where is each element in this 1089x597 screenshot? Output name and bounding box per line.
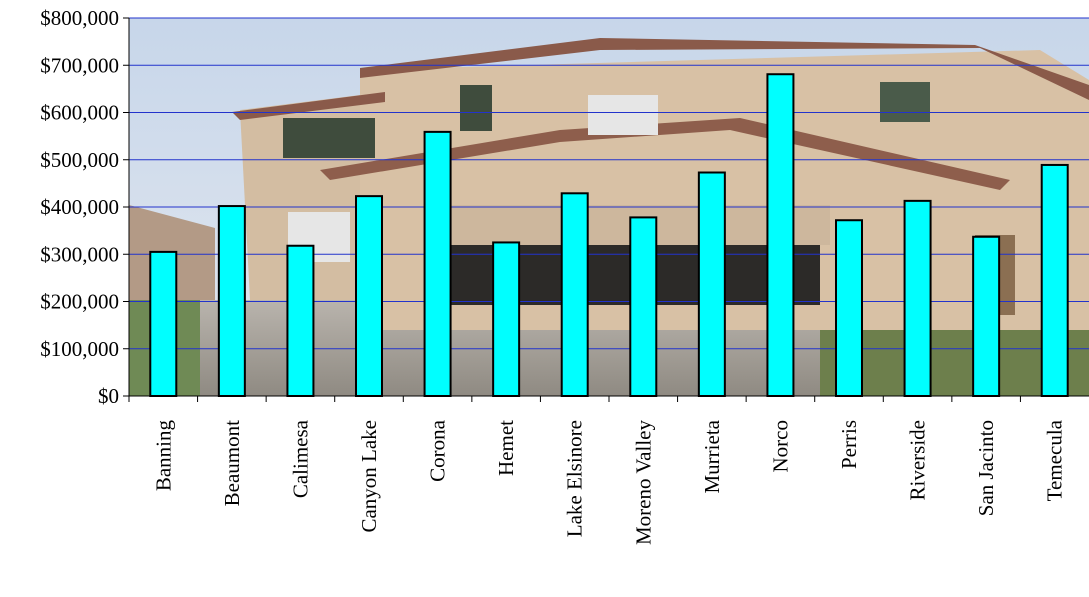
photo-main-roof — [360, 38, 1089, 100]
bar-canyon-lake — [355, 195, 383, 397]
y-tick-label: $300,000 — [40, 242, 119, 266]
x-tick-label: Lake Elsinore — [563, 420, 587, 537]
x-tick-label: Riverside — [906, 420, 930, 500]
photo-window-1 — [283, 118, 375, 158]
y-tick-label: $700,000 — [40, 53, 119, 77]
x-tick-label: Murrieta — [700, 419, 724, 493]
x-tick-label: Banning — [151, 420, 175, 492]
photo-window-3 — [588, 95, 658, 135]
bar-banning — [149, 250, 178, 397]
bar-norco — [766, 73, 795, 397]
x-tick-label: Corona — [426, 419, 450, 482]
y-tick-label: $100,000 — [40, 337, 119, 361]
bar-moreno-valley — [629, 216, 658, 397]
y-tick-label: $500,000 — [40, 148, 119, 172]
bar-hemet — [492, 241, 521, 397]
x-tick-label: Perris — [837, 420, 861, 469]
x-tick-label: Canyon Lake — [357, 420, 381, 533]
y-tick-labels: $0 $100,000 $200,000 $300,000 $400,000 $500,0… — [40, 6, 119, 408]
y-tick-label: $200,000 — [40, 290, 119, 314]
photo-window-4 — [880, 82, 930, 122]
x-tick-label: Hemet — [494, 420, 518, 476]
photo-window-2 — [460, 85, 492, 131]
photo-garage-roof — [320, 118, 1010, 190]
bar-calimesa — [286, 244, 315, 397]
bar-corona — [423, 130, 452, 397]
y-tick-label: $0 — [98, 384, 119, 408]
bar-temecula — [1040, 163, 1069, 397]
bar-lake-elsinore — [560, 192, 589, 397]
y-tick-label: $600,000 — [40, 101, 119, 125]
y-tick-label: $800,000 — [40, 6, 119, 30]
bar-riverside — [903, 199, 932, 397]
bar-san-jacinto — [972, 235, 1001, 397]
x-tick-label: Moreno Valley — [631, 420, 655, 546]
bar-beaumont — [217, 205, 246, 397]
x-tick-labels: Banning Beaumont Calimesa Canyon Lake Corona… — [151, 419, 1066, 545]
bar-murrieta — [697, 171, 726, 397]
x-tick-label: Calimesa — [288, 419, 312, 498]
x-tick-label: San Jacinto — [974, 420, 998, 516]
y-tick-label: $400,000 — [40, 195, 119, 219]
x-tick-label: Norco — [768, 420, 792, 472]
bar-perris — [835, 219, 863, 397]
x-tick-label: Beaumont — [220, 420, 244, 506]
bars — [149, 73, 1069, 397]
x-tick-label: Temecula — [1043, 419, 1067, 501]
